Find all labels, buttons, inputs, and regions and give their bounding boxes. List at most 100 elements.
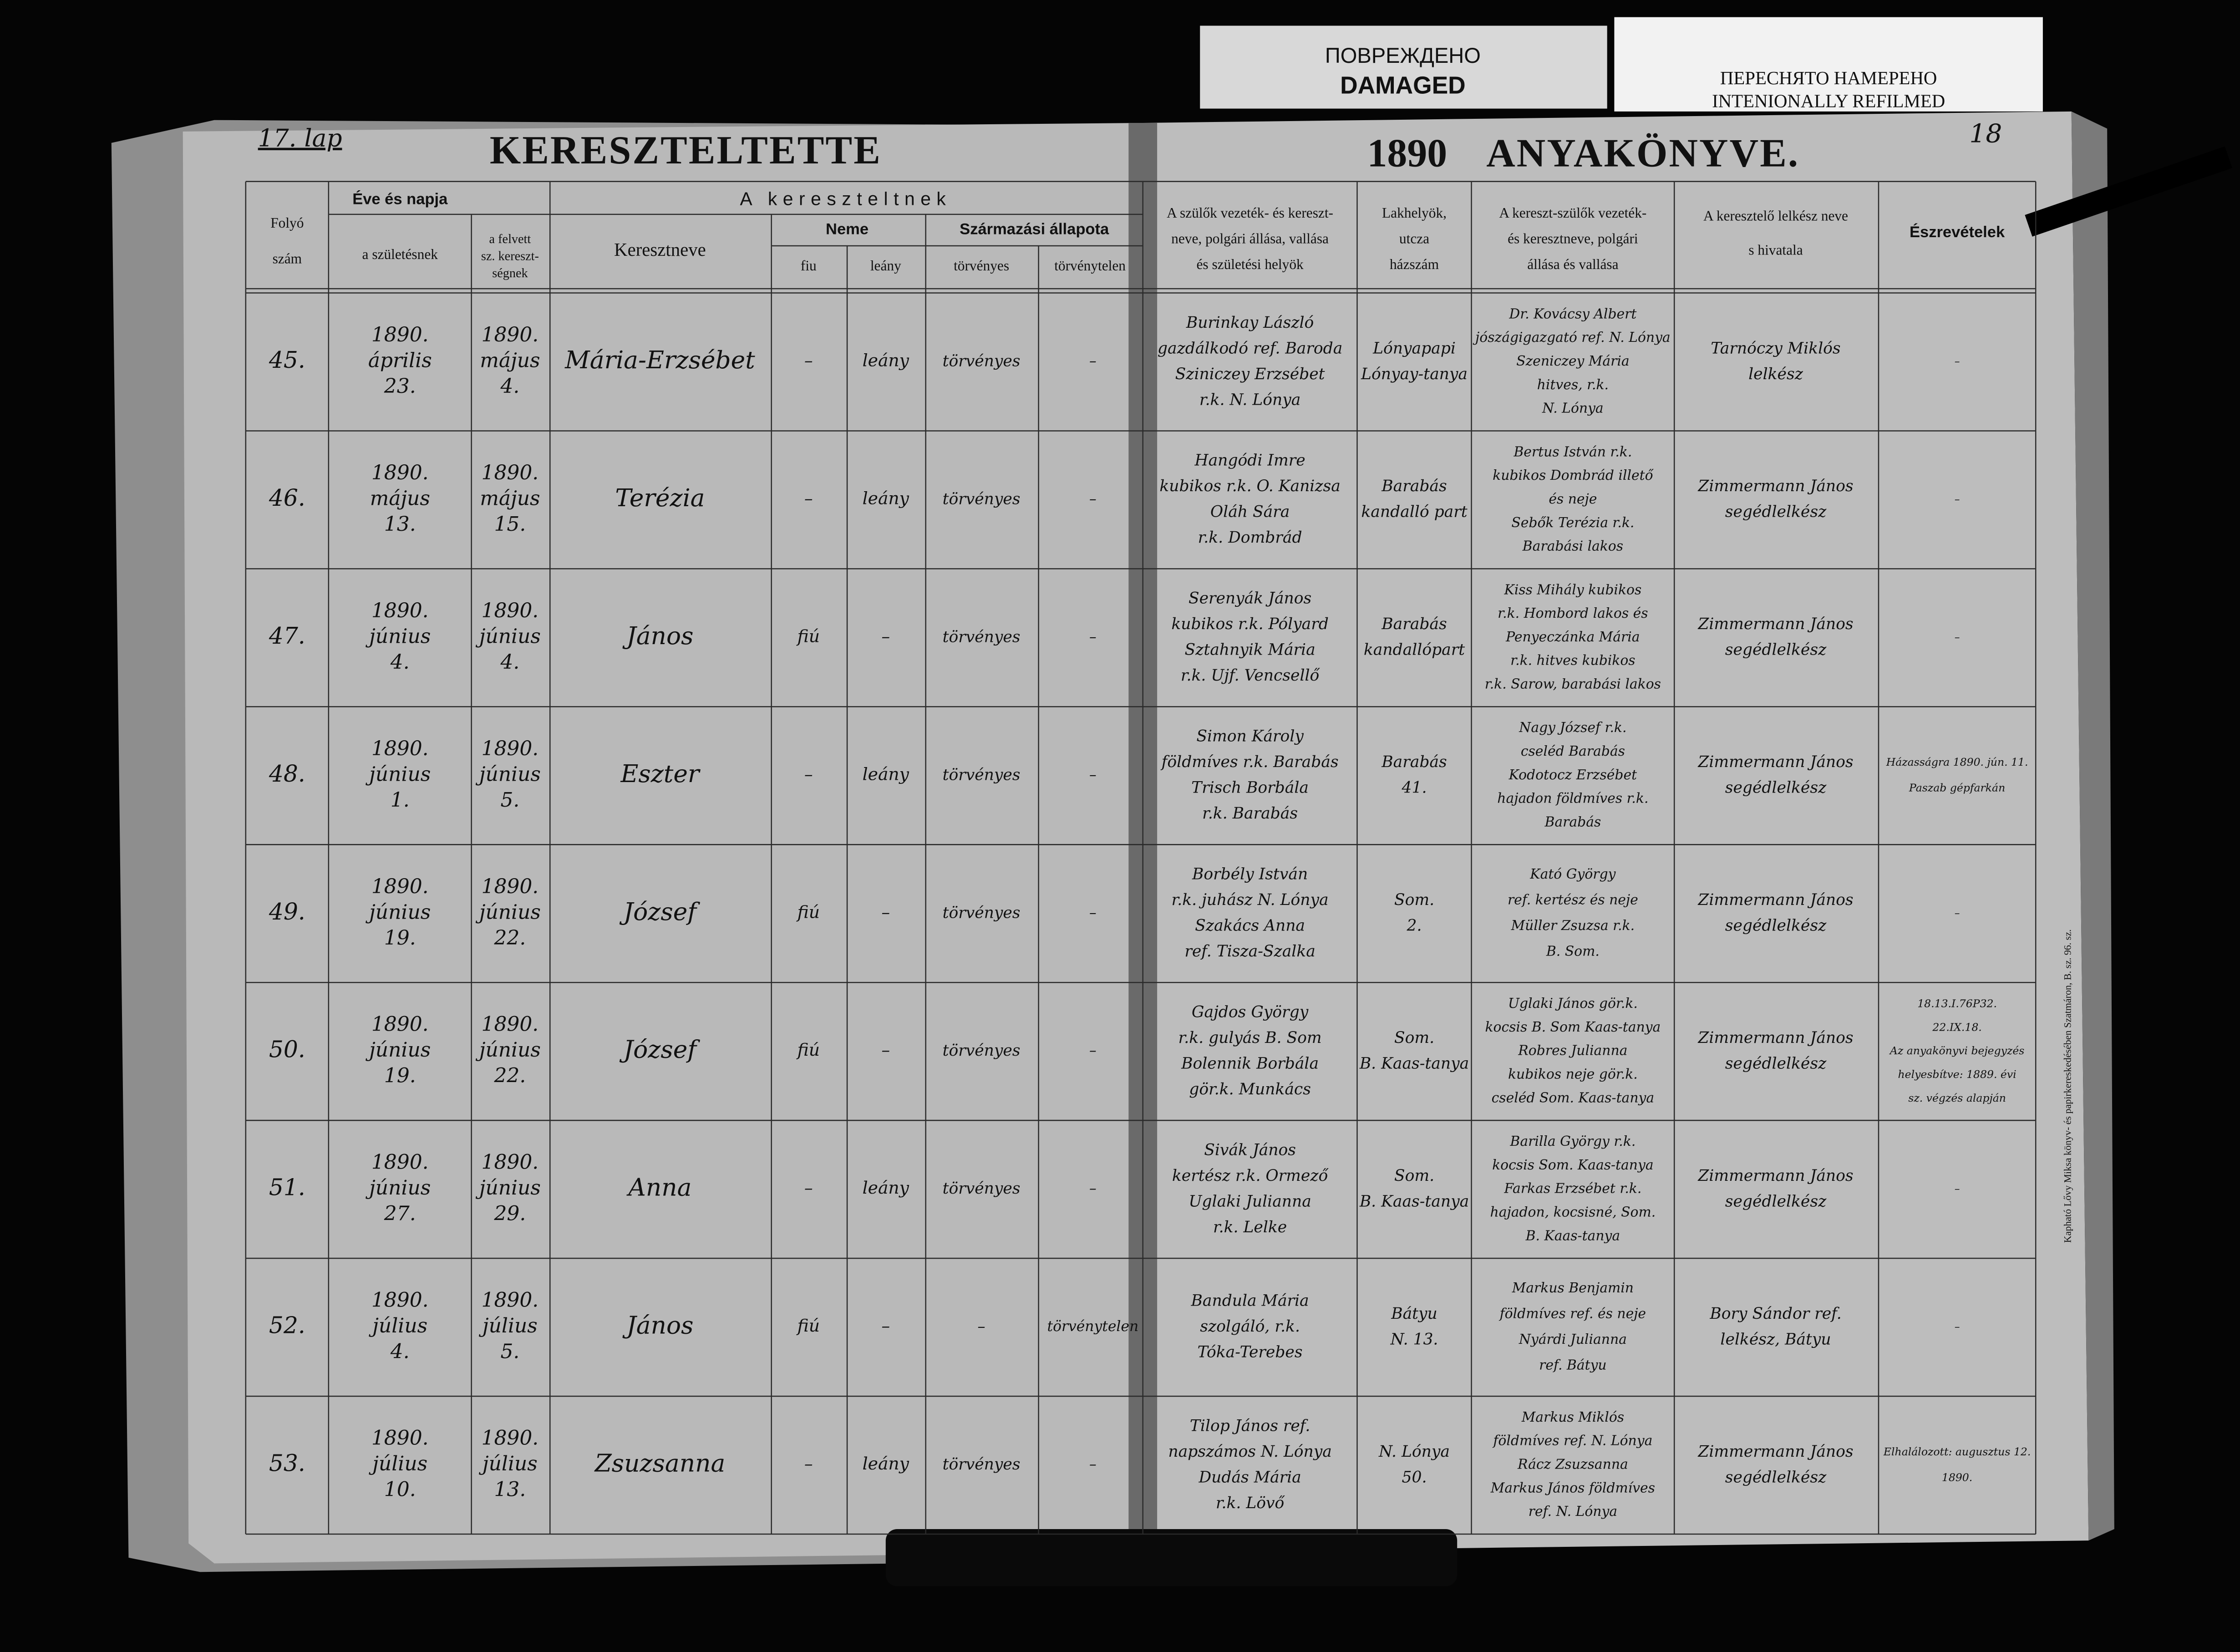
cell-line: kandalló part (1361, 503, 1467, 521)
cell: törvényes (943, 904, 1021, 922)
pen (2025, 146, 2233, 237)
stamp-text: INTENIONALLY REFILMED (1712, 91, 1945, 111)
cell: 45. (269, 346, 305, 373)
cell-line: június (365, 1038, 431, 1062)
cell-line: Oláh Sára (1210, 503, 1290, 521)
cell-line: gazdálkodó ref. Baroda (1158, 339, 1342, 357)
cell-line: június (475, 900, 541, 924)
cell-line: 1890. (482, 875, 539, 898)
cell: – (1089, 905, 1097, 921)
cell-line: – (1955, 1320, 1960, 1333)
cell: – (881, 902, 890, 922)
cell-line: Som. (1394, 1029, 1434, 1047)
cell: fiú (796, 626, 820, 646)
cell-line: jószágigazgató ref. N. Lónya (1473, 330, 1671, 346)
cell-line: 1890. (482, 323, 539, 346)
page-mark: 18 (1969, 119, 2002, 149)
cell-line: 29. (493, 1202, 526, 1225)
cell-line: Sebők Terézia r.k. (1511, 515, 1634, 531)
column-header: törvényes (954, 258, 1009, 274)
cell-line: Tarnóczy Miklós (1711, 339, 1840, 357)
cell-line: hajadon földmíves r.k. (1497, 791, 1648, 807)
column-header: sz. kereszt- (481, 249, 539, 264)
title-year: 1890 (1367, 131, 1447, 175)
column-header: és keresztneve, polgári (1508, 231, 1638, 247)
cell: leány (863, 764, 909, 784)
cell-line: B. Kaas-tanya (1359, 1192, 1469, 1210)
cell-line: r.k. Lövő (1216, 1494, 1285, 1512)
cell-line: lelkész, Bátyu (1720, 1330, 1831, 1348)
cell: József (620, 1035, 701, 1064)
cell: törvényes (943, 766, 1021, 784)
cell: – (1089, 1456, 1097, 1473)
cell: – (881, 1040, 890, 1060)
title: ANYAKÖNYVE. (1486, 131, 1799, 175)
cell-line: N. 13. (1390, 1330, 1438, 1348)
cell-line: Zimmermann János (1697, 1443, 1853, 1461)
cell-line: Barabás (1381, 753, 1447, 771)
cell-line: Házasságra 1890. jún. 11. (1886, 756, 2028, 768)
cell-line: Sziniczey Erzsébet (1175, 365, 1325, 383)
column-header: törvénytelen (1054, 258, 1126, 274)
cell-line: – (1955, 1182, 1960, 1195)
cell-line: Borbély István (1192, 865, 1308, 884)
column-header: szám (273, 251, 302, 267)
right-page-edge (2071, 111, 2114, 1541)
cell-line: 5. (500, 788, 519, 812)
cell-line: június (475, 1176, 541, 1200)
cell-line: r.k. Sarow, barabási lakos (1485, 676, 1661, 692)
cell-line: 22. (493, 926, 526, 950)
cell: fiú (796, 1316, 820, 1336)
cell-line: Barabás (1544, 814, 1601, 830)
cell-line: segédlelkész (1725, 1192, 1827, 1210)
column-header: és születési helyök (1196, 256, 1304, 272)
cell-line: 1890. (371, 1013, 429, 1036)
cell-line: Zimmermann János (1697, 477, 1853, 495)
page-label: 17. lap (258, 124, 342, 152)
column-header: Keresztneve (614, 239, 706, 260)
cell-line: 22. (493, 1064, 526, 1088)
cell-line: május (480, 349, 540, 372)
column-header: Származási állapota (960, 221, 1109, 238)
column-header: A kereszteltnek (740, 188, 951, 209)
cell-line: Bory Sándor ref. (1709, 1305, 1841, 1323)
cell-line: Barabás (1381, 477, 1447, 495)
cell: fiú (796, 1040, 820, 1060)
cell-line: Markus János földmíves (1490, 1480, 1655, 1496)
cell-line: Barabás (1381, 615, 1447, 633)
cell-line: 1890. (482, 1013, 539, 1036)
cell-line: Sztahnyik Mária (1185, 641, 1316, 659)
cell-line: 19. (384, 1064, 416, 1088)
cell-line: Gajdos György (1192, 1003, 1309, 1021)
cell-line: május (370, 487, 430, 510)
title: KERESZTELTETTE (490, 128, 882, 173)
content: ПОВРЕЖДЕНО DAMAGED ПЕРЕСНЯТО НАМЕРЕНО INTEN… (245, 43, 2073, 1535)
cell-line: kubikos neje gör.k. (1508, 1067, 1638, 1083)
cell-line: r.k. Ujf. Vencsellő (1181, 666, 1321, 685)
cell: – (881, 626, 890, 646)
cell-line: Dudás Mária (1198, 1468, 1301, 1486)
cell-line: Robres Julianna (1518, 1043, 1627, 1059)
cell: – (804, 1178, 813, 1198)
cell-line: 50. (1402, 1468, 1427, 1486)
cell: – (1089, 767, 1097, 783)
cell-line: földmíves r.k. Barabás (1160, 753, 1339, 771)
cell-line: r.k. juhász N. Lónya (1172, 891, 1329, 909)
cell-line: 10. (384, 1478, 416, 1501)
cell-line: N. Lónya (1542, 401, 1604, 417)
cell-line: 1890. (371, 875, 429, 898)
cell-line: lelkész (1748, 365, 1803, 383)
cell-line: 2. (1407, 917, 1422, 935)
cell-line: Zimmermann János (1697, 615, 1853, 633)
cell-line: r.k. Lelke (1213, 1218, 1287, 1236)
cell: törvényes (943, 1179, 1021, 1198)
stamp-text: ПЕРЕСНЯТО НАМЕРЕНО (1720, 68, 1937, 88)
cell-line: Lónyay-tanya (1361, 365, 1468, 383)
cell-line: június (475, 625, 541, 648)
cell-line: r.k. gulyás B. Som (1178, 1029, 1322, 1047)
cell-line: és neje (1549, 491, 1597, 507)
cell-line: ref. Bátyu (1539, 1357, 1606, 1373)
cell-line: kubikos r.k. O. Kanizsa (1159, 477, 1340, 495)
cell-line: r.k. Hombord lakos és (1498, 605, 1648, 621)
